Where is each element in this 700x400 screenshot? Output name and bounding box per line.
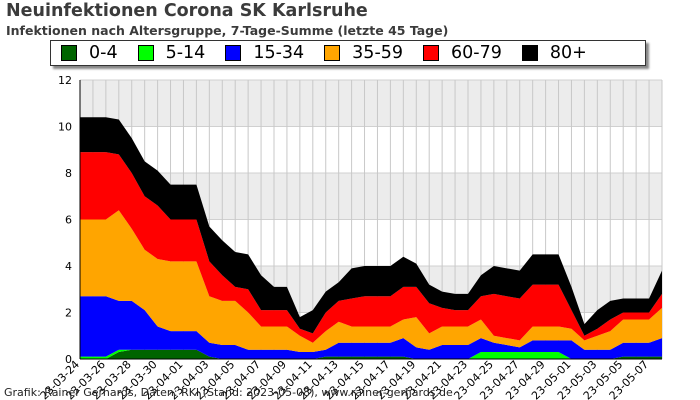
y-tick-label: 4 <box>65 260 72 273</box>
legend-item: 60-79 <box>423 43 502 63</box>
legend-label: 60-79 <box>451 43 502 63</box>
area-15-34 <box>80 296 662 359</box>
y-tick-label: 10 <box>58 121 72 134</box>
legend: 0-4 5-14 15-34 35-59 60-79 80+ <box>50 40 646 66</box>
legend-item: 15-34 <box>225 43 304 63</box>
legend-item: 0-4 <box>61 43 118 63</box>
legend-label: 0-4 <box>89 43 118 63</box>
legend-label: 80+ <box>549 43 587 63</box>
legend-item: 35-59 <box>324 43 403 63</box>
legend-label: 35-59 <box>352 43 404 63</box>
y-tick-label: 6 <box>65 214 72 227</box>
chart-title: Neuinfektionen Corona SK Karlsruhe <box>6 1 368 21</box>
area-60-79 <box>80 152 662 343</box>
legend-item: 80+ <box>521 43 587 63</box>
y-tick-label: 2 <box>65 307 72 320</box>
area-5-14 <box>80 349 662 359</box>
legend-label: 5-14 <box>165 43 206 63</box>
legend-swatch <box>225 45 242 61</box>
legend-item: 5-14 <box>137 43 206 63</box>
area-80+ <box>80 117 662 336</box>
legend-swatch <box>423 45 440 61</box>
legend-swatch <box>137 45 154 61</box>
legend-swatch <box>61 45 77 61</box>
legend-label: 15-34 <box>253 43 305 63</box>
legend-swatch <box>324 45 341 61</box>
y-tick-label: 8 <box>65 167 72 180</box>
y-tick-label: 12 <box>58 74 72 87</box>
area-35-59 <box>80 210 662 353</box>
chart-subtitle: Infektionen nach Altersgruppe, 7-Tage-Su… <box>6 23 449 38</box>
area-series <box>80 117 662 359</box>
y-tick-label: 0 <box>65 353 72 366</box>
area-0-4 <box>80 349 662 359</box>
grid-band <box>80 80 662 127</box>
chart-footer: Grafik: Rainer Gerhards, Daten: RKI (Sta… <box>4 386 453 399</box>
legend-swatch <box>521 45 538 61</box>
